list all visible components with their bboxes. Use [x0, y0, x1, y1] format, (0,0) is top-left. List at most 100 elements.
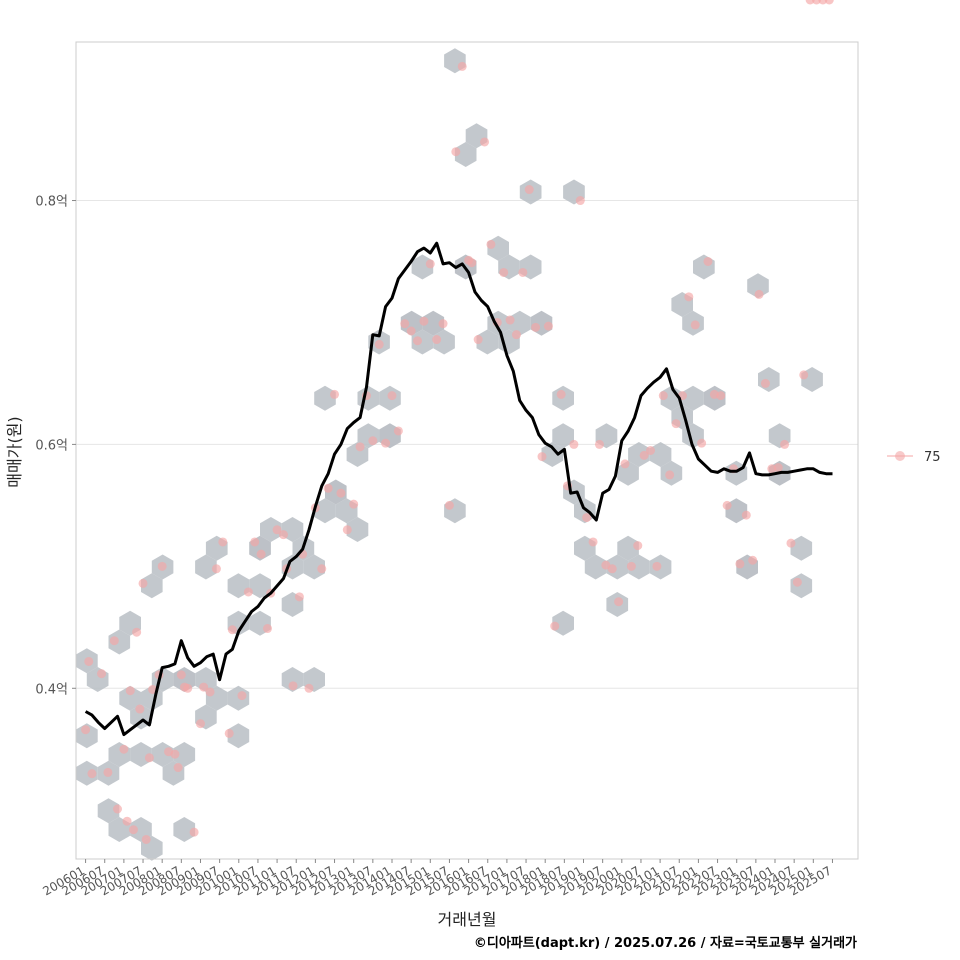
data-point [524, 185, 534, 195]
hexbin [281, 667, 304, 692]
data-point [451, 147, 461, 157]
data-point [480, 137, 490, 147]
data-point [754, 289, 764, 299]
data-point [413, 336, 423, 346]
data-point [317, 564, 327, 574]
data-point [355, 442, 365, 452]
data-point [84, 656, 94, 666]
hexbin [617, 535, 639, 561]
legend-key-point [895, 451, 905, 461]
data-point [703, 256, 713, 266]
data-point [393, 426, 403, 436]
data-point [144, 753, 154, 763]
hexbin [119, 685, 141, 711]
data-point [588, 537, 598, 547]
hexbin [195, 554, 217, 580]
data-point [128, 825, 138, 835]
data-point [330, 389, 340, 399]
legend: 75 [887, 450, 941, 465]
hexbin [173, 742, 196, 767]
hexbin [97, 798, 120, 824]
hexbin [173, 817, 196, 842]
data-point [716, 391, 726, 401]
data-point [511, 330, 521, 340]
data-point [135, 704, 145, 714]
data-point [658, 391, 668, 401]
y-tick-label: 0.4억 [35, 682, 68, 697]
data-point [138, 578, 148, 588]
data-point [122, 816, 132, 826]
data-point [432, 335, 442, 345]
data-point [556, 389, 566, 399]
data-point [112, 804, 122, 814]
data-point [406, 326, 416, 336]
data-point [381, 438, 391, 448]
data-point [505, 315, 515, 325]
data-point [594, 439, 604, 449]
data-point [211, 564, 221, 574]
data-point [665, 470, 675, 480]
hexbin [628, 442, 650, 467]
hexbin [108, 629, 131, 655]
data-point [141, 834, 151, 844]
data-point [671, 419, 681, 429]
data-point [419, 316, 429, 326]
data-point [243, 587, 253, 597]
data-point [444, 500, 454, 510]
hexbin [454, 142, 477, 167]
hexbin [584, 554, 607, 580]
hexbin [552, 610, 574, 636]
data-point [125, 686, 135, 696]
data-point [438, 319, 448, 329]
data-point [374, 339, 384, 349]
data-point [119, 744, 129, 754]
data-point [684, 292, 694, 302]
data-point [639, 450, 649, 460]
hexbin [303, 554, 325, 580]
data-point [173, 763, 183, 773]
data-point [741, 510, 751, 520]
data-point [786, 538, 796, 548]
data-point [387, 391, 397, 401]
data-point [690, 320, 700, 330]
data-point [614, 597, 624, 607]
hexbin [227, 723, 250, 749]
hexbin [509, 310, 531, 336]
data-point [633, 541, 643, 551]
data-point [272, 525, 282, 535]
data-point [425, 259, 435, 269]
data-point [109, 636, 119, 646]
data-point [473, 335, 483, 345]
y-tick-label: 0.8억 [35, 195, 68, 210]
hexbin [249, 573, 271, 599]
data-point [81, 725, 91, 735]
data-point [620, 459, 630, 469]
data-point [195, 719, 205, 729]
data-point [518, 267, 528, 277]
data-point [773, 463, 783, 473]
data-point [342, 525, 352, 535]
hexbin [314, 498, 336, 524]
data-point [323, 483, 333, 493]
legend-label: 75 [924, 450, 941, 465]
data-point [457, 61, 467, 71]
data-point [87, 769, 97, 779]
hexbin [346, 517, 369, 542]
data-point [368, 436, 378, 446]
data-point [294, 592, 304, 602]
data-point [263, 624, 273, 634]
hexbin [552, 423, 574, 449]
data-point [652, 561, 662, 571]
data-point [626, 561, 636, 571]
hexbin [227, 573, 250, 599]
hexbin [649, 442, 672, 467]
hexbin [422, 310, 445, 336]
data-point [486, 239, 496, 249]
hexbin [790, 535, 813, 561]
data-point [569, 439, 579, 449]
data-point [780, 439, 790, 449]
data-point [250, 537, 260, 547]
y-axis-ticks: 0.4억 0.6억 0.8억 [35, 195, 76, 697]
data-point [575, 196, 585, 206]
